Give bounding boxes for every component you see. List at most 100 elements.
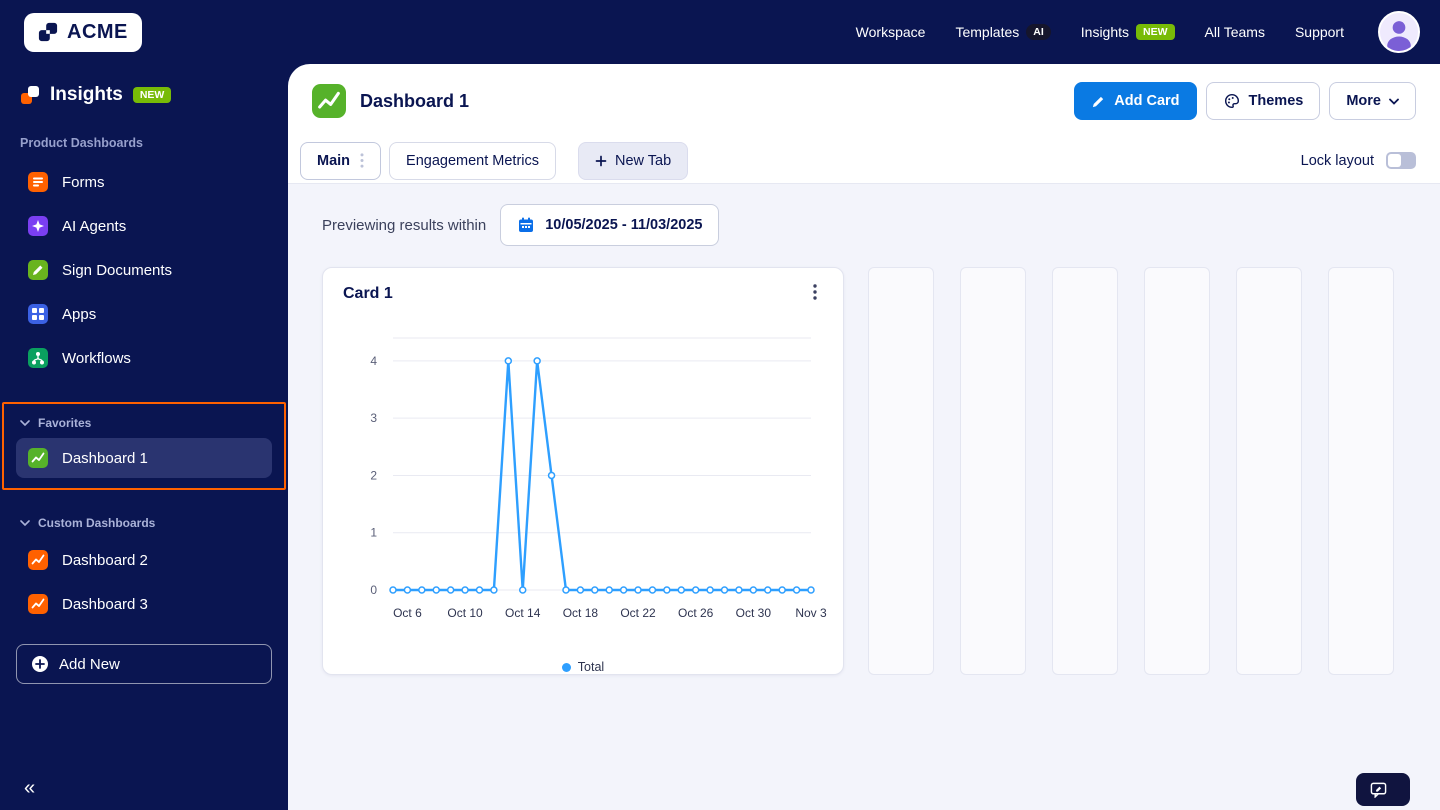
favorites-highlight-box: Favorites Dashboard 1: [2, 402, 286, 490]
acme-logo[interactable]: ACME: [24, 12, 142, 52]
top-navigation: Workspace Templates AI Insights NEW All …: [856, 11, 1420, 53]
feedback-icon: [1370, 782, 1387, 798]
grid-placeholder-column: [1236, 267, 1302, 675]
dashboard-header: Dashboard 1 Add Card Themes More: [288, 64, 1440, 138]
acme-logo-icon: [38, 22, 58, 42]
svg-text:Oct 10: Oct 10: [447, 606, 483, 620]
grid-placeholder-column: [868, 267, 934, 675]
ai-badge: AI: [1026, 23, 1051, 41]
date-range-value: 10/05/2025 - 11/03/2025: [545, 217, 703, 233]
svg-text:Oct 6: Oct 6: [393, 606, 422, 620]
sidebar-item-label: Forms: [62, 173, 105, 191]
favorites-label: Favorites: [38, 416, 92, 430]
sidebar-title-row: Insights NEW: [16, 78, 272, 112]
person-icon: [1387, 21, 1411, 51]
svg-text:Oct 26: Oct 26: [678, 606, 714, 620]
add-new-button[interactable]: Add New: [16, 644, 272, 684]
palette-icon: [1224, 93, 1239, 109]
legend-label-total: Total: [577, 660, 605, 674]
card-1[interactable]: Card 1 0 1 2 3 4 Oct 6 Oct 10 Oct 14 Oct 18 Oct 2…: [322, 267, 844, 675]
nav-all-teams[interactable]: All Teams: [1205, 24, 1265, 40]
preview-results-label: Previewing results within: [322, 216, 487, 234]
sidebar-item-dashboard-3[interactable]: Dashboard 3: [16, 582, 272, 626]
collapse-sidebar-icon[interactable]: «: [24, 777, 36, 799]
logo-text: ACME: [67, 20, 128, 43]
sidebar-item-label: Sign Documents: [62, 261, 173, 279]
ai-agents-icon: [28, 216, 48, 236]
lock-layout-toggle[interactable]: [1386, 152, 1416, 169]
grid-placeholder-column: [1328, 267, 1394, 675]
nav-insights[interactable]: Insights NEW: [1080, 23, 1175, 41]
grid-placeholder-column: [1144, 267, 1210, 675]
sidebar-item-label: Dashboard 1: [62, 449, 148, 467]
new-badge-sidebar: NEW: [132, 86, 172, 104]
nav-insights-label: Insights: [1080, 24, 1130, 40]
sidebar-item-workflows[interactable]: Workflows: [16, 336, 272, 380]
chevron-down-icon: [1389, 98, 1399, 105]
date-range-picker[interactable]: 10/05/2025 - 11/03/2025: [500, 204, 720, 246]
svg-text:0: 0: [370, 583, 377, 597]
legend-dot-total: [561, 662, 571, 672]
nav-all-teams-label: All Teams: [1204, 24, 1265, 40]
svg-text:Oct 18: Oct 18: [563, 606, 599, 620]
nav-templates-label: Templates: [955, 24, 1020, 40]
workflows-icon: [28, 348, 48, 368]
dashboard-orange-icon: [28, 594, 48, 614]
svg-text:Oct 22: Oct 22: [620, 606, 656, 620]
new-tab-button[interactable]: New Tab: [578, 141, 689, 180]
sidebar-item-forms[interactable]: Forms: [16, 160, 272, 204]
chevron-down-icon: [20, 520, 30, 526]
dashboard-content: Previewing results within 10/05/2025 - 1…: [288, 184, 1440, 810]
add-card-label: Add Card: [1114, 93, 1180, 109]
give-feedback-button[interactable]: [1356, 773, 1410, 806]
sidebar-item-label: AI Agents: [62, 217, 127, 235]
themes-label: Themes: [1248, 93, 1304, 109]
card-title: Card 1: [343, 285, 393, 302]
nav-templates[interactable]: Templates AI: [955, 23, 1051, 41]
main-panel: Dashboard 1 Add Card Themes More: [288, 64, 1440, 810]
nav-workspace[interactable]: Workspace: [856, 24, 926, 40]
sign-documents-icon: [28, 260, 48, 280]
tab-main-label: Main: [317, 152, 351, 169]
more-button[interactable]: More: [1329, 82, 1416, 120]
chevron-down-icon: [20, 420, 30, 426]
sidebar-title: Insights: [50, 84, 123, 105]
nav-support[interactable]: Support: [1295, 24, 1344, 40]
apps-icon: [28, 304, 48, 324]
dashboard-green-icon: [28, 448, 48, 468]
sidebar: Insights NEW Product Dashboards Forms AI…: [0, 64, 288, 810]
grid-placeholder-column: [960, 267, 1026, 675]
sidebar-item-dashboard-2[interactable]: Dashboard 2: [16, 538, 272, 582]
user-avatar[interactable]: [1378, 11, 1420, 53]
add-new-label: Add New: [59, 655, 120, 673]
tab-engagement-metrics-label: Engagement Metrics: [406, 152, 540, 169]
more-label: More: [1346, 93, 1381, 109]
drag-handle-icon[interactable]: [360, 153, 364, 168]
svg-text:4: 4: [370, 354, 377, 368]
custom-dashboards-section-header[interactable]: Custom Dashboards: [16, 512, 272, 538]
nav-workspace-label: Workspace: [855, 24, 926, 40]
pencil-icon: [1093, 96, 1104, 107]
sidebar-item-dashboard-1[interactable]: Dashboard 1: [16, 438, 272, 478]
product-dashboards-label: Product Dashboards: [20, 136, 143, 150]
sidebar-item-apps[interactable]: Apps: [16, 292, 272, 336]
toggle-knob: [1388, 154, 1401, 167]
tab-main[interactable]: Main: [300, 141, 382, 180]
new-badge-topbar: NEW: [1136, 23, 1175, 41]
sidebar-item-ai-agents[interactable]: AI Agents: [16, 204, 272, 248]
plus-icon: [595, 155, 607, 166]
sidebar-item-label: Dashboard 3: [62, 595, 148, 613]
add-card-button[interactable]: Add Card: [1074, 82, 1197, 120]
svg-text:1: 1: [370, 526, 377, 540]
chart-legend: Total: [323, 655, 843, 679]
forms-icon: [28, 172, 48, 192]
sidebar-item-sign-documents[interactable]: Sign Documents: [16, 248, 272, 292]
svg-text:2: 2: [370, 468, 377, 482]
favorites-section-header[interactable]: Favorites: [16, 412, 272, 438]
tab-engagement-metrics[interactable]: Engagement Metrics: [389, 141, 557, 180]
nav-support-label: Support: [1294, 24, 1344, 40]
sidebar-item-label: Apps: [62, 305, 97, 323]
themes-button[interactable]: Themes: [1205, 82, 1321, 120]
page-title: Dashboard 1: [360, 90, 470, 111]
card-menu-kebab-icon[interactable]: [807, 280, 823, 309]
